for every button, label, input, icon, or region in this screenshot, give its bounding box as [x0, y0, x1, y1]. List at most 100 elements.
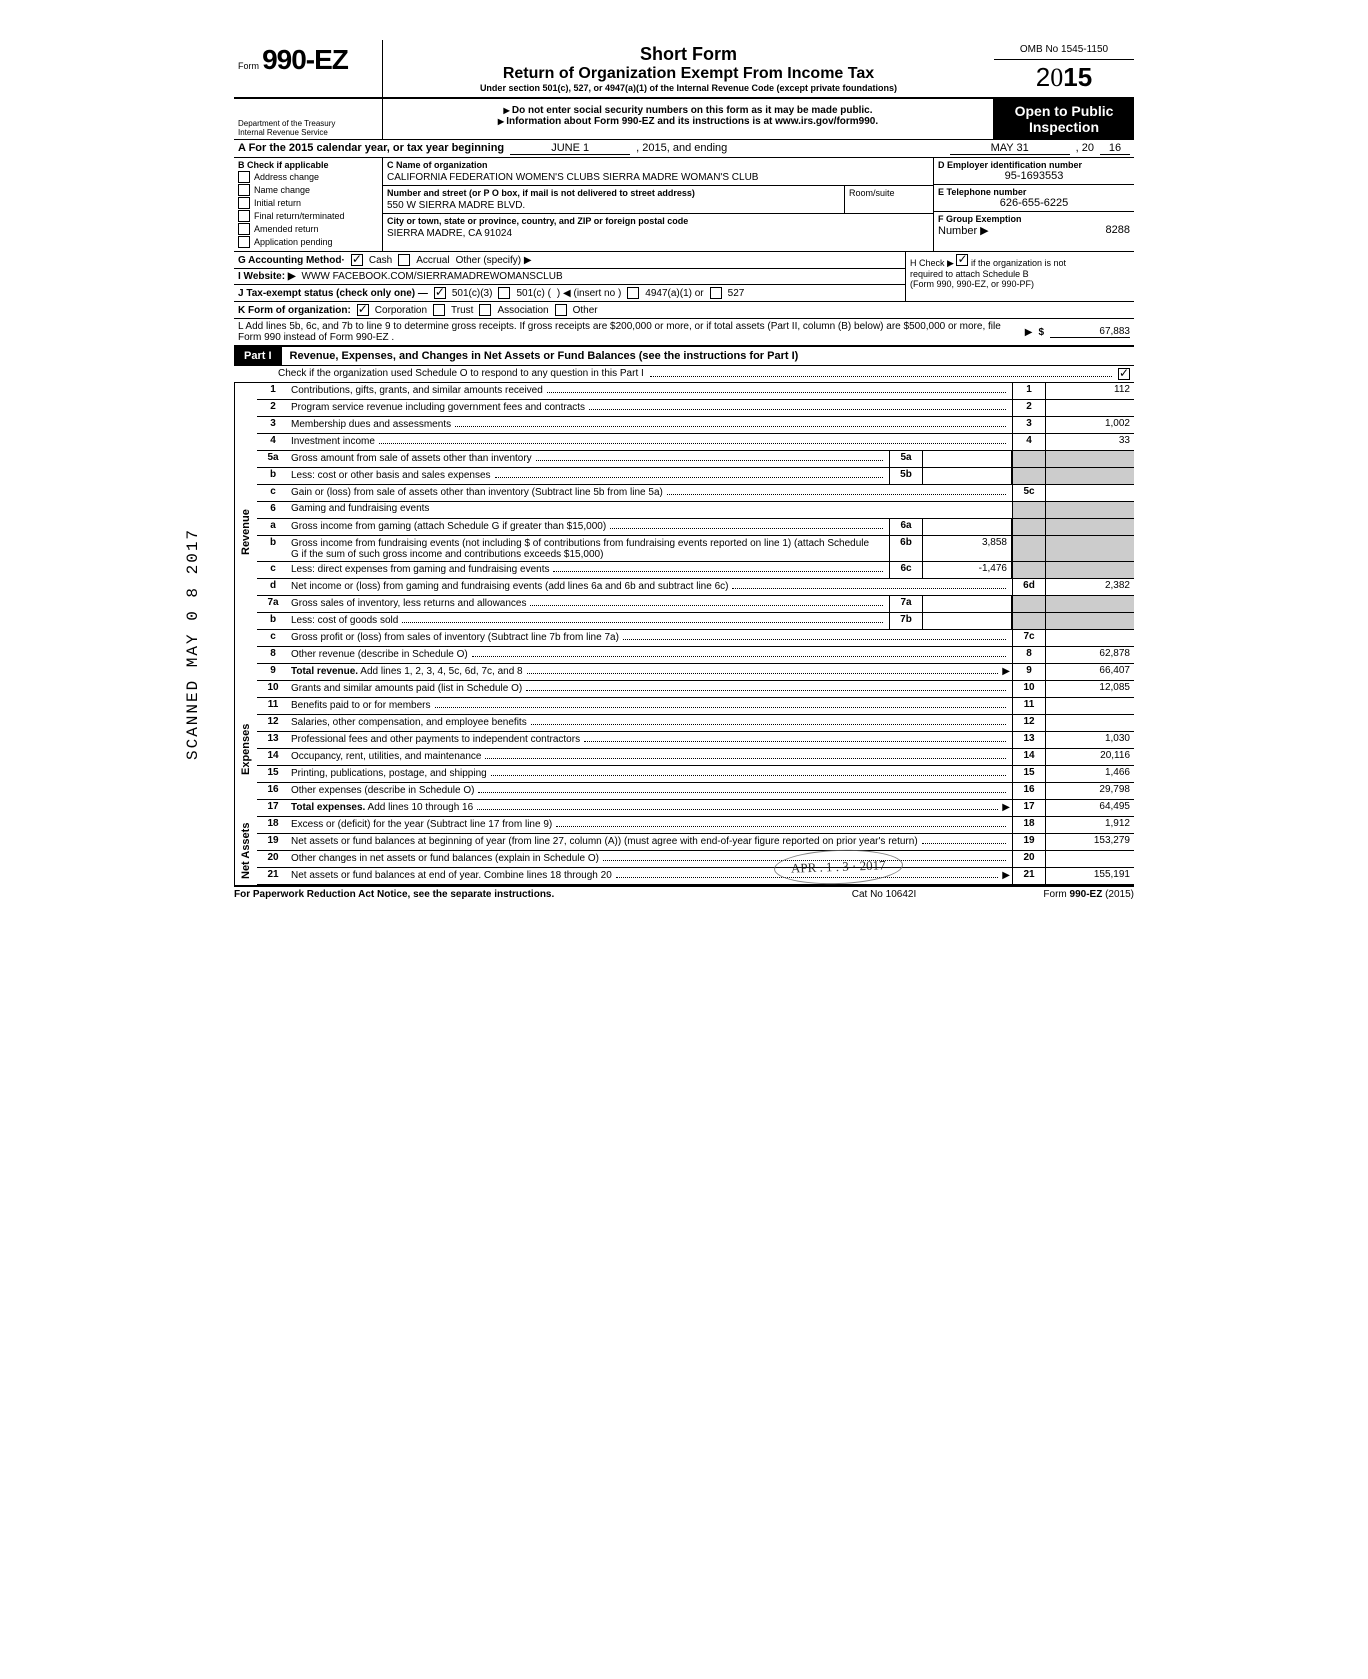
tax-year: 20201515: [994, 60, 1134, 95]
section-e: E Telephone number 626-655-6225: [934, 185, 1134, 212]
footer-form: Form 990-EZ (2015): [984, 889, 1134, 900]
line-b: bLess: cost of goods sold7b: [257, 613, 1134, 630]
line-a: aGross income from gaming (attach Schedu…: [257, 519, 1134, 536]
row-a-period: A For the 2015 calendar year, or tax yea…: [234, 140, 1134, 158]
chk-assoc[interactable]: [479, 304, 491, 316]
tel-label: E Telephone number: [938, 187, 1130, 197]
line-1: 1Contributions, gifts, grants, and simil…: [257, 383, 1134, 400]
l-text: L Add lines 5b, 6c, and 7b to line 9 to …: [238, 321, 1019, 343]
line-13: 13Professional fees and other payments t…: [257, 732, 1134, 749]
g-label: G Accounting Method·: [238, 255, 345, 266]
group-val: 8288: [1106, 224, 1130, 237]
part1-sub: Check if the organization used Schedule …: [234, 366, 1134, 383]
title-return: Return of Organization Exempt From Incom…: [391, 65, 986, 83]
line-10: 10Grants and similar amounts paid (list …: [257, 681, 1134, 698]
org-name: CALIFORNIA FEDERATION WOMEN'S CLUBS SIER…: [387, 170, 929, 183]
line-15: 15Printing, publications, postage, and s…: [257, 766, 1134, 783]
row-j: J Tax-exempt status (check only one) — 5…: [234, 285, 905, 301]
org-name-label: C Name of organization: [387, 160, 929, 170]
period-endyr: 16: [1100, 142, 1130, 155]
l-val: 67,883: [1050, 326, 1130, 338]
row-g: G Accounting Method· Cash Accrual Other …: [234, 252, 905, 269]
side-netassets: Net Assets: [234, 817, 257, 885]
chk-application-pending[interactable]: Application pending: [238, 236, 378, 248]
city-cell: City or town, state or province, country…: [383, 214, 933, 251]
line-11: 11Benefits paid to or for members11: [257, 698, 1134, 715]
form-990ez: SCANNED MAY 0 8 2017 APR . 1 . 3 · 2017 …: [234, 40, 1134, 900]
section-h: H Check ▶ if the organization is not req…: [905, 252, 1134, 301]
section-c: C Name of organization CALIFORNIA FEDERA…: [383, 158, 933, 251]
chk-cash[interactable]: [351, 254, 363, 266]
chk-address-change[interactable]: Address change: [238, 171, 378, 183]
chk-other-org[interactable]: [555, 304, 567, 316]
row-l: L Add lines 5b, 6c, and 7b to line 9 to …: [234, 319, 1134, 346]
line-c: cGain or (loss) from sale of assets othe…: [257, 485, 1134, 502]
j-label: J Tax-exempt status (check only one) —: [238, 288, 428, 299]
info-line: Information about Form 990-EZ and its in…: [389, 116, 987, 127]
period-begin: JUNE 1: [510, 142, 630, 155]
revenue-block: Revenue 1Contributions, gifts, grants, a…: [234, 383, 1134, 681]
ssn-warning: Do not enter social security numbers on …: [389, 105, 987, 116]
col-right: D Employer identification number 95-1693…: [933, 158, 1134, 251]
chk-corp[interactable]: [357, 304, 369, 316]
period-mid: , 2015, and ending: [636, 142, 727, 155]
dept-treasury: Department of the Treasury: [238, 119, 378, 128]
group-label: F Group Exemption: [938, 214, 1130, 224]
section-b: B Check if applicable Address change Nam…: [234, 158, 383, 251]
chk-accrual[interactable]: [398, 254, 410, 266]
city-label: City or town, state or province, country…: [387, 216, 929, 226]
line-18: 18Excess or (deficit) for the year (Subt…: [257, 817, 1134, 834]
header-block: B Check if applicable Address change Nam…: [234, 158, 1134, 252]
form-number: 990-EZ: [262, 44, 348, 75]
part1-title: Revenue, Expenses, and Changes in Net As…: [282, 350, 799, 362]
chk-name-change[interactable]: Name change: [238, 184, 378, 196]
header-row: Form 990-EZ Short Form Return of Organiz…: [234, 40, 1134, 99]
row-k: K Form of organization: Corporation Trus…: [234, 302, 1134, 319]
footer: For Paperwork Reduction Act Notice, see …: [234, 885, 1134, 900]
addr-left: Number and street (or P O box, if mail i…: [383, 186, 844, 213]
chk-527[interactable]: [710, 287, 722, 299]
side-expenses: Expenses: [234, 681, 257, 817]
line-7a: 7aGross sales of inventory, less returns…: [257, 596, 1134, 613]
chk-501c3[interactable]: [434, 287, 446, 299]
line-14: 14Occupancy, rent, utilities, and mainte…: [257, 749, 1134, 766]
chk-4947[interactable]: [627, 287, 639, 299]
dept-irs: Internal Revenue Service: [238, 128, 378, 137]
chk-501c[interactable]: [498, 287, 510, 299]
addr-row: Number and street (or P O box, if mail i…: [383, 186, 933, 214]
line-c: cGross profit or (loss) from sales of in…: [257, 630, 1134, 647]
form-id-box: Form 990-EZ: [234, 40, 383, 97]
line-8: 8Other revenue (describe in Schedule O)8…: [257, 647, 1134, 664]
open-public-box: Open to Public Inspection: [993, 99, 1134, 139]
line-b: bLess: cost or other basis and sales exp…: [257, 468, 1134, 485]
line-3: 3Membership dues and assessments31,002: [257, 417, 1134, 434]
line-16: 16Other expenses (describe in Schedule O…: [257, 783, 1134, 800]
part1-tab: Part I: [234, 347, 282, 365]
line-4: 4Investment income433: [257, 434, 1134, 451]
footer-left: For Paperwork Reduction Act Notice, see …: [234, 889, 784, 900]
chk-trust[interactable]: [433, 304, 445, 316]
part1-header: Part I Revenue, Expenses, and Changes in…: [234, 346, 1134, 366]
line-9: 9Total revenue. Add lines 1, 2, 3, 4, 5c…: [257, 664, 1134, 681]
row-i: I Website: ▶ WWW FACEBOOK.COM/SIERRAMADR…: [234, 269, 905, 285]
chk-final-return[interactable]: Final return/terminated: [238, 210, 378, 222]
room-suite: Room/suite: [844, 186, 933, 213]
netassets-block: Net Assets 18Excess or (deficit) for the…: [234, 817, 1134, 885]
chk-schedule-o[interactable]: [1118, 368, 1130, 380]
line-c: cLess: direct expenses from gaming and f…: [257, 562, 1134, 579]
line-20: 20Other changes in net assets or fund ba…: [257, 851, 1134, 868]
chk-amended-return[interactable]: Amended return: [238, 223, 378, 235]
line-2: 2Program service revenue including gover…: [257, 400, 1134, 417]
form-prefix: Form: [238, 61, 259, 71]
scanned-stamp: SCANNED MAY 0 8 2017: [184, 528, 202, 760]
tel-val: 626-655-6225: [938, 197, 1130, 209]
chk-h[interactable]: [956, 254, 968, 266]
period-end: MAY 31: [950, 142, 1070, 155]
ein-label: D Employer identification number: [938, 160, 1130, 170]
section-b-header: B Check if applicable: [238, 160, 329, 170]
ein-val: 95-1693553: [938, 170, 1130, 182]
gh-wrap: G Accounting Method· Cash Accrual Other …: [234, 252, 1134, 302]
section-d: D Employer identification number 95-1693…: [934, 158, 1134, 185]
section-f: F Group Exemption Number ▶8288: [934, 212, 1134, 251]
chk-initial-return[interactable]: Initial return: [238, 197, 378, 209]
